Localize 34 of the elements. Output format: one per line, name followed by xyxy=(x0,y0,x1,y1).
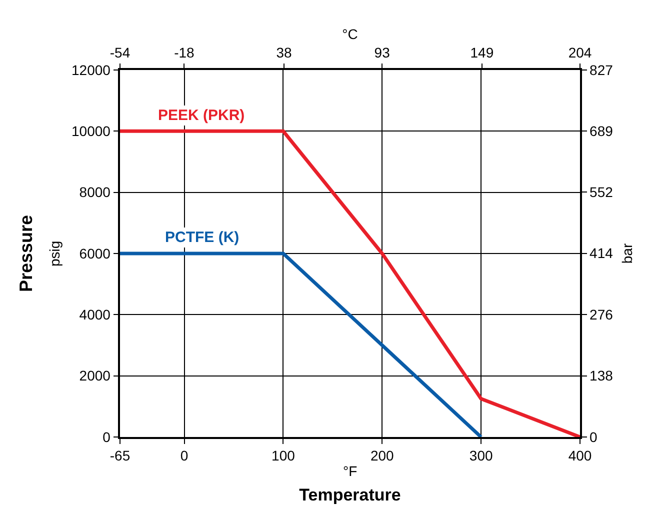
y-tick-label: 2000 xyxy=(79,368,111,384)
y-tick-label: 0 xyxy=(102,428,111,445)
x-tick-label: 400 xyxy=(568,448,592,464)
x2-tick-label: 204 xyxy=(568,44,592,61)
y2-tick-label: 414 xyxy=(590,245,614,262)
text: °F xyxy=(343,463,358,479)
y2-tick-label: 827 xyxy=(590,62,614,78)
x2-tick-label: -18 xyxy=(174,44,195,61)
series-label: PEEK (PKR) xyxy=(158,107,245,124)
y-axis-title: Pressure xyxy=(16,214,36,292)
y-tick-label: 4000 xyxy=(79,306,111,323)
x-tick-label: 0 xyxy=(180,448,188,464)
x2-tick-label: -54 xyxy=(110,44,130,61)
x-tick-label: 100 xyxy=(272,448,296,464)
y-tick-label: 10000 xyxy=(72,123,111,140)
x-tick-label: 300 xyxy=(469,448,493,464)
y-tick-label: 6000 xyxy=(79,245,111,262)
y2-tick-label: 276 xyxy=(590,306,614,322)
x-axis-title: Temperature xyxy=(299,485,401,504)
y-tick-label: 8000 xyxy=(79,184,111,200)
y2-tick-label: 689 xyxy=(590,123,614,140)
x2-axis-title: °C xyxy=(342,26,358,42)
x-tick-label: 200 xyxy=(370,448,394,464)
y2-tick-label: 552 xyxy=(590,184,614,200)
y2-axis-title: bar xyxy=(618,243,635,264)
series-label: PCTFE (K) xyxy=(165,229,240,246)
x2-tick-label: 149 xyxy=(470,44,494,61)
y-tick-label: 12000 xyxy=(72,62,111,78)
y2-tick-label: 138 xyxy=(590,368,614,384)
x2-tick-label: 93 xyxy=(374,44,390,61)
text: psig xyxy=(46,240,62,266)
x2-tick-label: 38 xyxy=(276,44,292,61)
y2-tick-label: 0 xyxy=(590,428,598,445)
x-tick-label: -65 xyxy=(110,448,130,464)
